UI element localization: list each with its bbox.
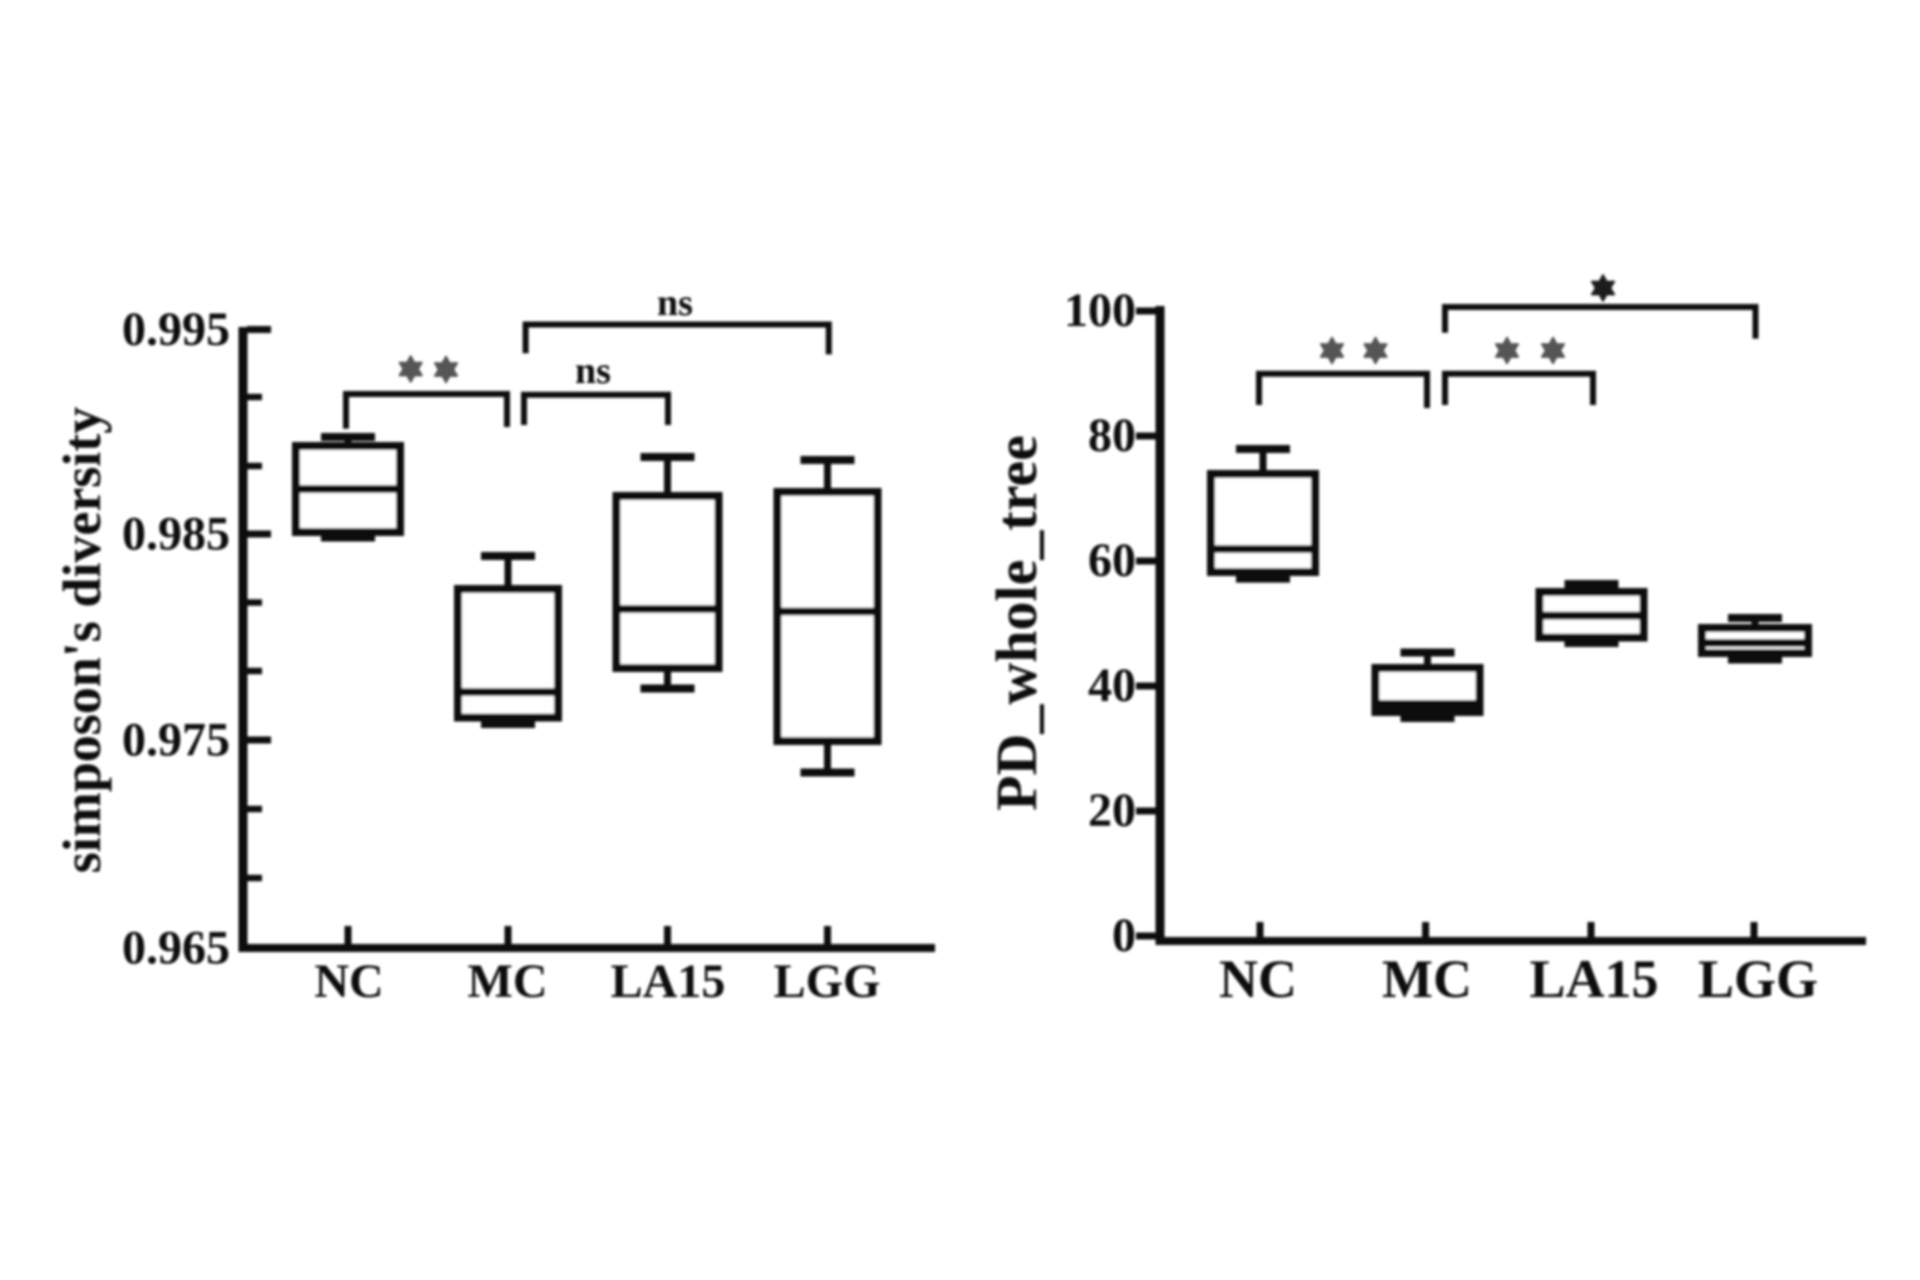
svg-text:100: 100 bbox=[1064, 284, 1136, 337]
svg-text:MC: MC bbox=[1382, 949, 1472, 1009]
svg-text:0.985: 0.985 bbox=[122, 508, 230, 561]
svg-text:LA15: LA15 bbox=[611, 955, 726, 1008]
svg-text:LA15: LA15 bbox=[1529, 949, 1658, 1009]
svg-text:0: 0 bbox=[1112, 909, 1136, 962]
svg-text:20: 20 bbox=[1088, 784, 1136, 837]
svg-text:PD_whole_tree: PD_whole_tree bbox=[984, 435, 1049, 811]
svg-text:80: 80 bbox=[1088, 409, 1136, 462]
svg-text:LGG: LGG bbox=[774, 955, 881, 1008]
svg-text:NC: NC bbox=[1219, 949, 1297, 1009]
svg-text:ns: ns bbox=[575, 350, 611, 392]
svg-text:MC: MC bbox=[468, 955, 548, 1008]
svg-text:40: 40 bbox=[1088, 659, 1136, 712]
svg-text:0.995: 0.995 bbox=[122, 303, 230, 356]
svg-text:LGG: LGG bbox=[1698, 949, 1818, 1009]
svg-text:60: 60 bbox=[1088, 534, 1136, 587]
svg-text:ns: ns bbox=[657, 282, 693, 324]
svg-text:0.975: 0.975 bbox=[122, 714, 230, 767]
svg-text:simposon's diversity: simposon's diversity bbox=[52, 407, 112, 874]
svg-text:NC: NC bbox=[314, 955, 383, 1008]
svg-text:0.965: 0.965 bbox=[122, 922, 230, 975]
